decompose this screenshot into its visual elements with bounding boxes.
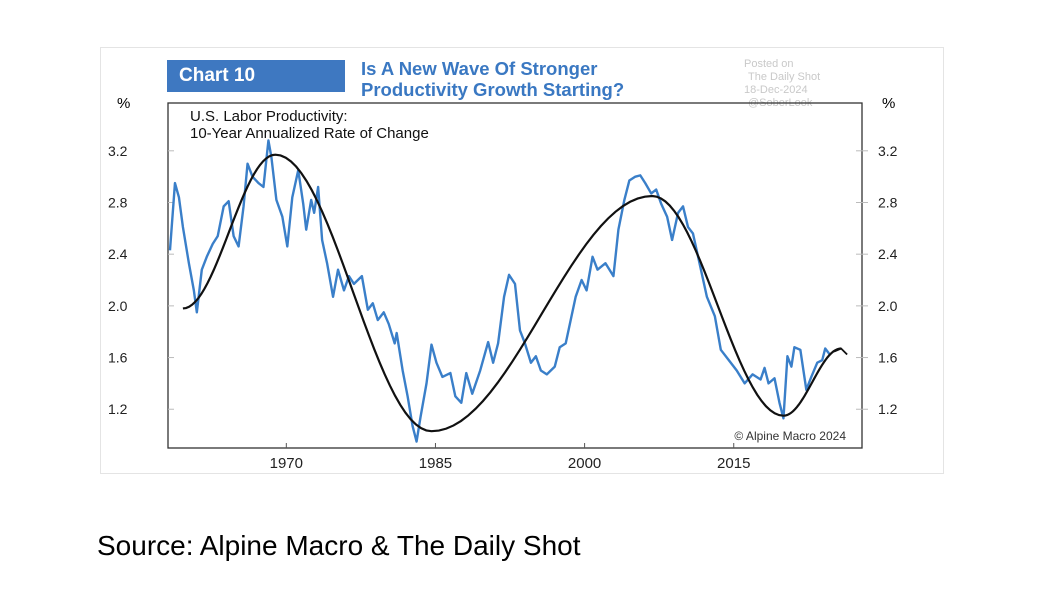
- y-unit-left: %: [117, 95, 130, 112]
- copyright-annotation: © Alpine Macro 2024: [734, 429, 846, 443]
- chart-subtitle: 10-Year Annualized Rate of Change: [190, 125, 429, 142]
- watermark-line: 18-Dec-2024: [744, 84, 808, 96]
- trend-arrow-head: [833, 347, 848, 356]
- productivity-series-line: [168, 139, 832, 443]
- y-tick-label-right: 1.2: [878, 401, 898, 417]
- headline-line-1: Is A New Wave Of Stronger: [361, 58, 598, 79]
- x-tick-label: 1985: [419, 455, 452, 472]
- x-tick-label: 2000: [568, 455, 601, 472]
- x-tick-label: 2015: [717, 455, 750, 472]
- watermark-line: The Daily Shot: [748, 71, 821, 83]
- y-tick-label-right: 2.4: [878, 246, 898, 262]
- y-tick-label-left: 2.0: [108, 298, 128, 314]
- y-tick-label-left: 1.2: [108, 401, 128, 417]
- y-tick-label-right: 2.8: [878, 194, 898, 210]
- chart-title: U.S. Labor Productivity:: [190, 108, 348, 125]
- y-tick-label-right: 3.2: [878, 143, 898, 159]
- chart-number-badge: Chart 10: [167, 60, 345, 92]
- y-tick-label-left: 3.2: [108, 143, 128, 159]
- y-unit-right: %: [882, 95, 895, 112]
- y-tick-label-left: 1.6: [108, 350, 128, 366]
- chart-panel: [100, 47, 944, 474]
- trend-wave-line: [182, 153, 842, 433]
- y-tick-label-left: 2.4: [108, 246, 128, 262]
- y-tick-label-left: 2.8: [108, 194, 128, 210]
- source-caption: Source: Alpine Macro & The Daily Shot: [97, 530, 581, 561]
- chart-headline: Is A New Wave Of Stronger Productivity G…: [361, 58, 624, 100]
- plot-frame: [167, 102, 863, 449]
- x-tick-label: 1970: [270, 455, 303, 472]
- headline-line-2: Productivity Growth Starting?: [361, 79, 625, 100]
- y-tick-label-right: 1.6: [878, 350, 898, 366]
- y-tick-label-right: 2.0: [878, 298, 898, 314]
- watermark-line: Posted on: [744, 58, 794, 70]
